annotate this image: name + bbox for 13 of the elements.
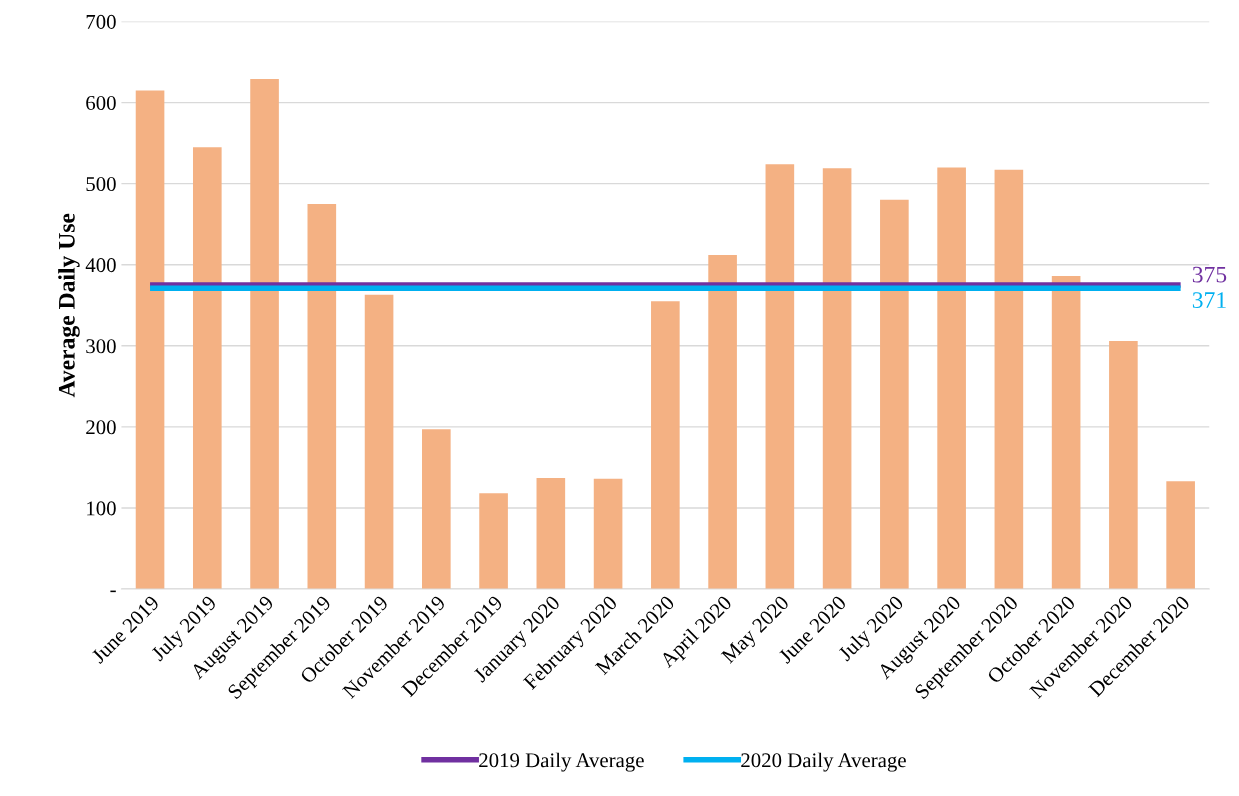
y-tick-label: - <box>110 590 116 593</box>
y-tick-label: 700 <box>86 14 116 29</box>
y-axis-title: Average Daily Use <box>58 213 80 398</box>
data-label: 375 <box>1192 266 1227 283</box>
data-label: 371 <box>1192 292 1226 309</box>
y-tick-label: 200 <box>86 420 116 435</box>
y-tick-label: 500 <box>86 177 116 192</box>
y-tick-label: 400 <box>85 258 116 273</box>
y-tick-label: 600 <box>86 95 116 110</box>
legend-label: 2019 Daily Average <box>479 752 644 772</box>
y-tick-label: 100 <box>87 501 116 516</box>
legend-label: 2020 Daily Average <box>741 752 906 772</box>
y-tick-label: 300 <box>86 339 116 354</box>
